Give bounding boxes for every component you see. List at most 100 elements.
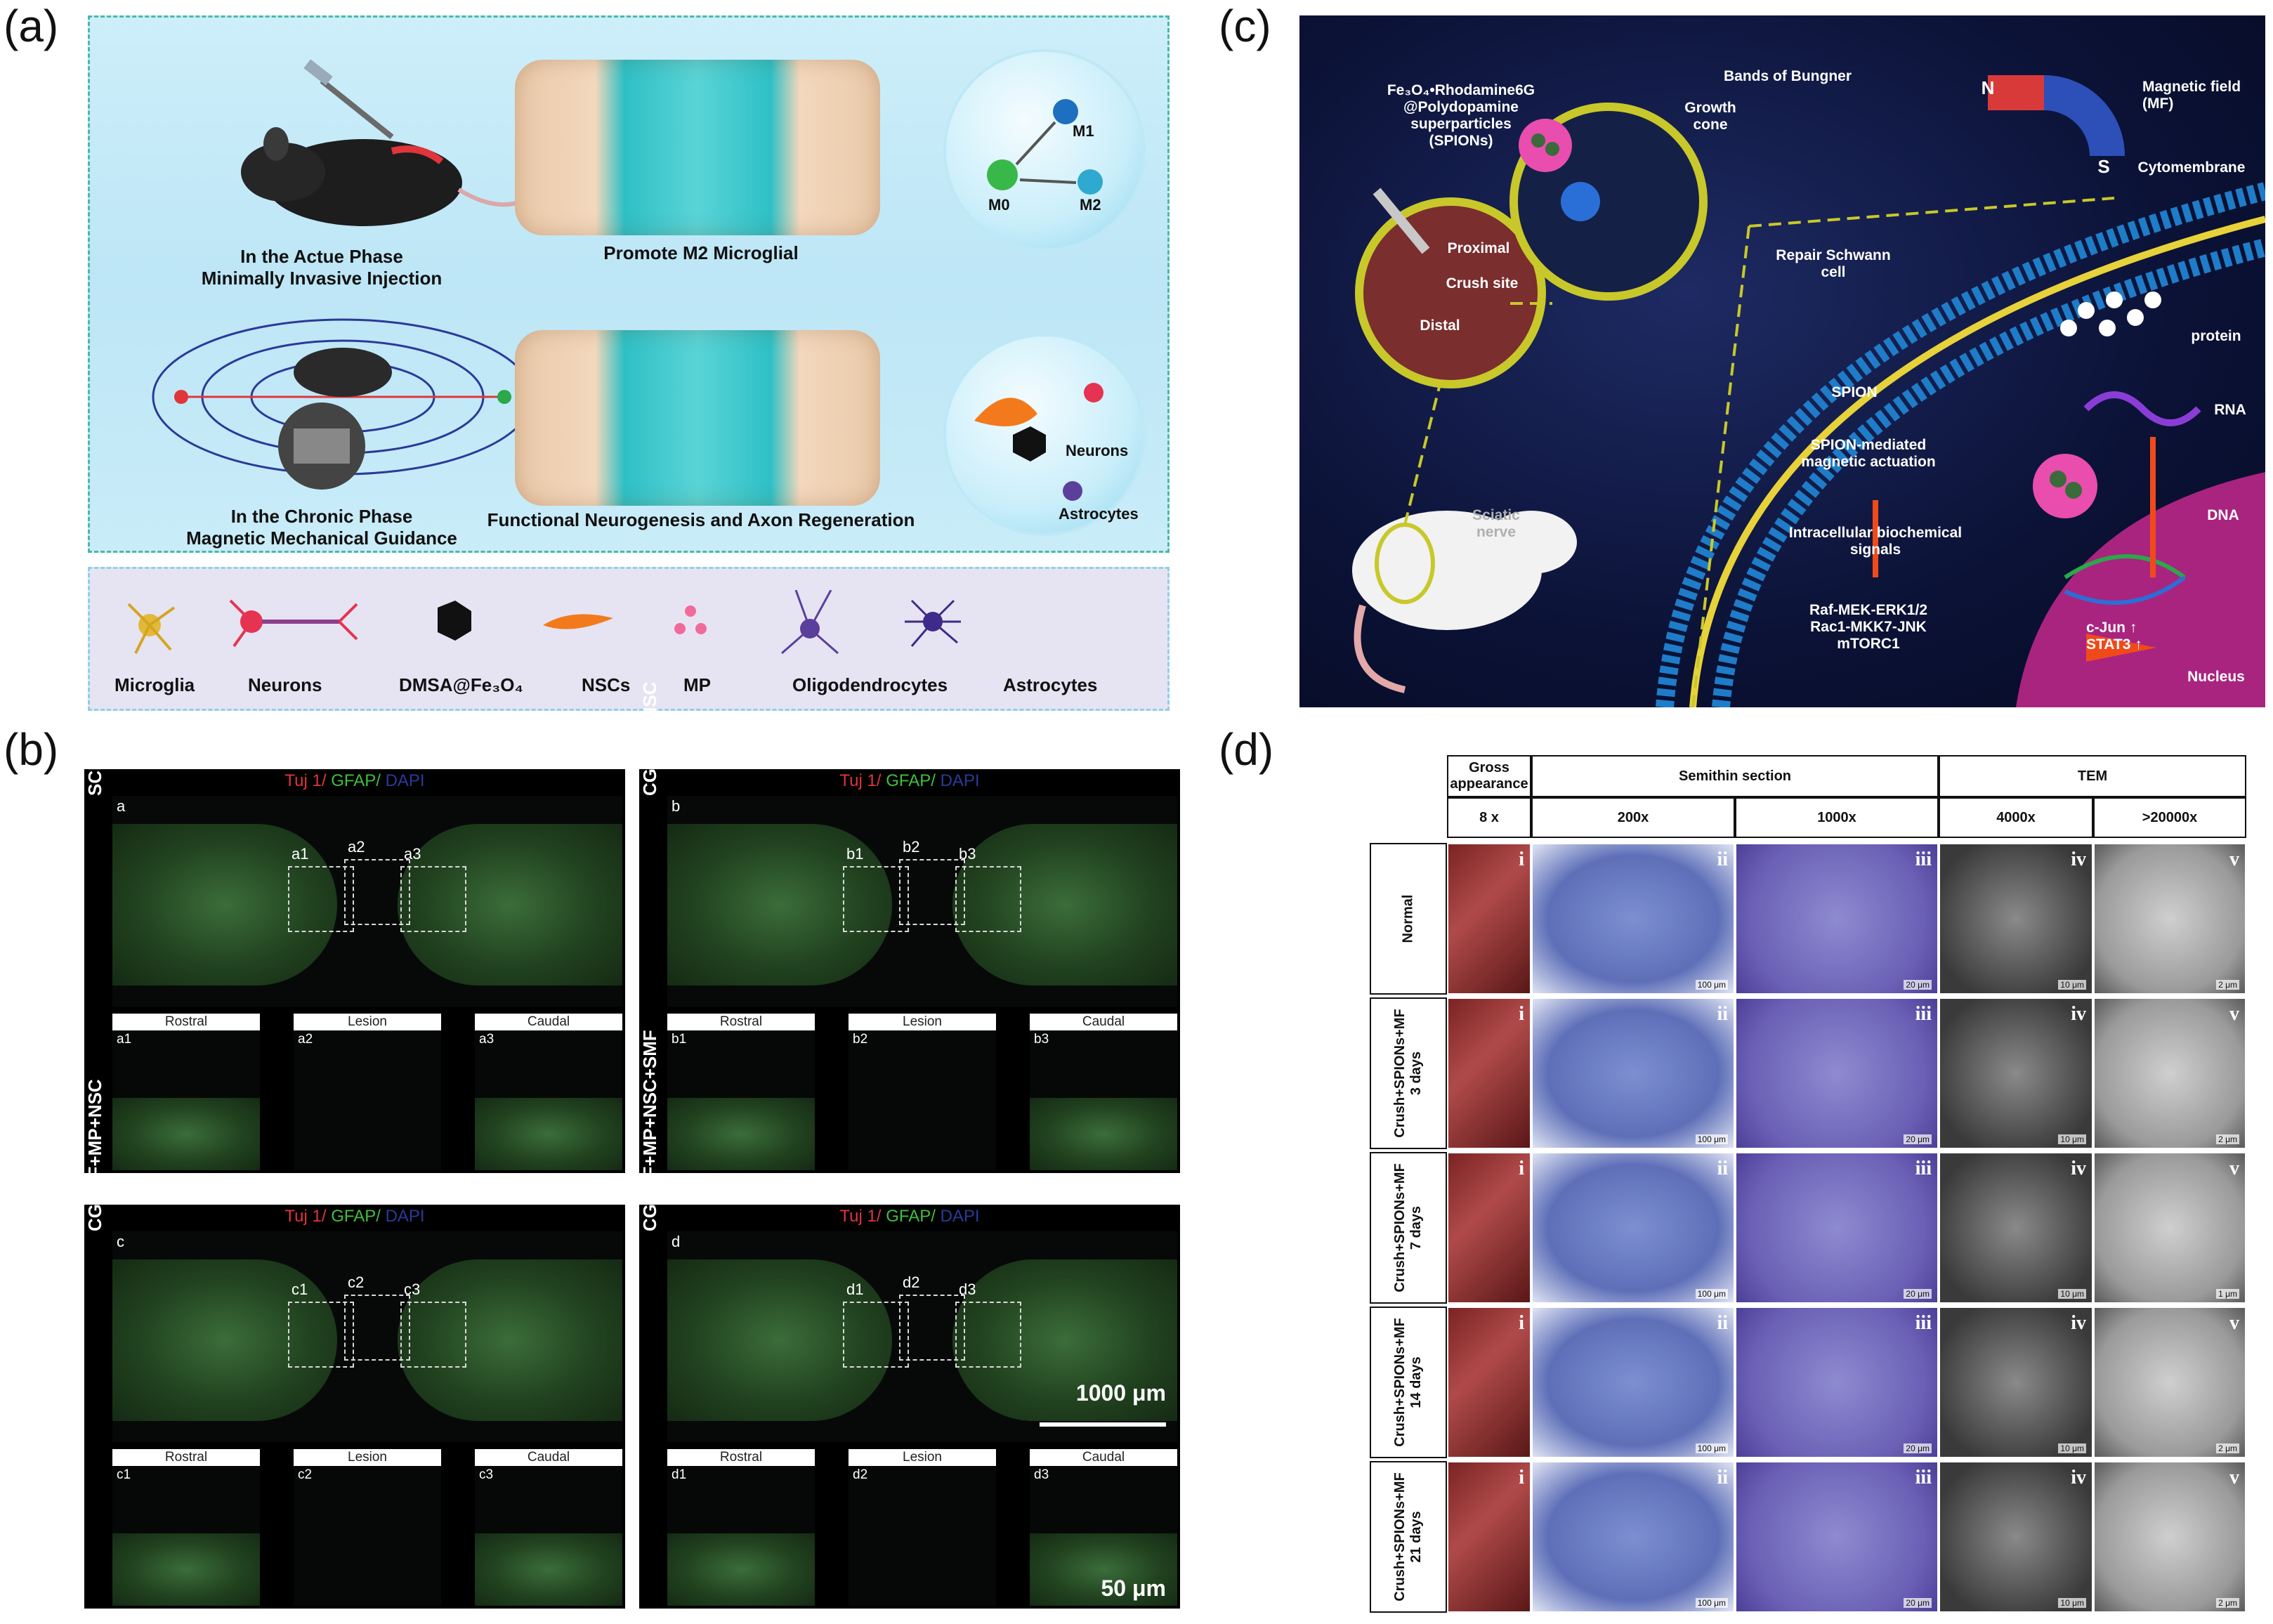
stain-gfap: GFAP/ [326,771,381,790]
tissue-rostral [667,1259,892,1421]
overview-letter: d [672,1233,681,1250]
zoom-panel-caudal: Caudal d3 [1030,1449,1177,1606]
micrograph-image: ii 100 μm [1531,1152,1735,1304]
ihc-panel-a: Tuj 1/ GFAP/ DAPI SCI a a1 a2 a3 Rostral a1 Lesi… [84,766,625,1173]
header-gross-appearance: Gross appearance [1447,755,1531,797]
scale-bar-label: 2 μm [2216,1443,2239,1453]
proximal-label: Proximal [1447,240,1510,256]
stain-tuj1: Tuj 1/ [284,771,327,790]
scale-bar-label: 10 μm [2058,1134,2086,1144]
zoom-panel-id: c2 [298,1467,313,1482]
micrograph-image: iii 20 μm [1735,1461,1939,1613]
oligodendrocyte-icon [781,590,839,655]
m1-label: M1 [1073,122,1094,140]
acute-phase-caption: In the Actue Phase Minimally Invasive In… [201,246,443,289]
zoom-panel-id: d3 [1034,1467,1049,1482]
zoom-region-label: Lesion [849,1014,996,1030]
scale-bar-label: 100 μm [1695,1598,1728,1608]
microglia-polarization-bubble: M1 M0 M2 [943,49,1146,251]
row-label-cell: Normal [1370,843,1447,995]
panel-b: Tuj 1/ GFAP/ DAPI SCI a a1 a2 a3 Rostral a1 Lesi… [84,681,1180,1612]
zoom-box-label: c1 [292,1281,308,1298]
zoom-box [288,1302,354,1368]
image-index-label: i [1519,849,1524,870]
group-side-label: SCI [84,766,108,1173]
header-tem: TEM [1939,755,2246,797]
spinal-cord-overview: c c1 c2 c3 [112,1231,622,1442]
group-name: CGCHF+MP+NSC [84,1079,105,1231]
stain-header: Tuj 1/ GFAP/ DAPI [84,769,625,793]
row-condition-label: Crush+SPIONs+MF 21 days [1392,1472,1424,1602]
row-label-cell: Crush+SPIONs+MF 14 days [1370,1307,1447,1458]
zoom-panel-id: a2 [298,1032,313,1047]
zoom-box [400,1302,466,1368]
micrograph-image: iv 10 μm [1939,843,2093,995]
scaffold-cylinder-acute [515,60,880,235]
zoom-tissue [1030,1098,1177,1170]
image-index-label: ii [1717,1312,1728,1334]
spinal-cord-overview: d d1 d2 d3 [667,1231,1177,1442]
row-condition-label: Crush+SPIONs+MF 14 days [1392,1318,1424,1447]
legend-icons [127,590,961,655]
tissue-caudal [952,1259,1177,1421]
group-name: CGCHF+MP+NSC+SMF [639,1030,660,1231]
scale-bar-large-label: 1000 μm [1075,1380,1166,1406]
zoom-box-label: c2 [348,1273,365,1291]
ihc-panel-d: Tuj 1/ GFAP/ DAPI CGCHF+MP+NSC+SMF d d1 d2 d3… [639,1030,1180,1609]
overview-letter: a [117,797,126,815]
zoom-tissue [667,1098,815,1170]
row-condition-label: Crush+SPIONs+MF 7 days [1392,1163,1424,1292]
tissue-rostral [112,824,337,985]
zoom-panel-id: a1 [117,1032,132,1047]
micrograph-image: i [1447,1461,1531,1613]
micrograph-image: iv 10 μm [1939,1461,2093,1613]
dna-label: DNA [2207,507,2239,523]
scale-bar-label: 10 μm [2058,1598,2086,1608]
legend-astrocytes: Astrocytes [1003,674,1098,695]
distal-label: Distal [1420,317,1460,334]
repair-schwann-label: Repair Schwann cell [1776,247,1891,280]
microglia-icon [127,603,176,654]
zoom-region-label: Lesion [294,1449,441,1466]
stain-dapi: DAPI [935,1207,980,1226]
legend-oligodendrocytes: Oligodendrocytes [792,674,948,695]
scale-bar-label: 20 μm [1904,1598,1932,1608]
cytomembrane-label: Cytomembrane [2137,159,2246,176]
nsc-icon [543,614,613,629]
astrocyte-icon [905,599,961,647]
micrograph-image: v 2 μm [2093,1461,2246,1613]
micrograph-image: v 1 μm [2093,1152,2246,1304]
neuron-astrocyte-bubble: Neurons Astrocytes [943,334,1146,536]
legend-dmsa-fe3o4: DMSA@Fe₃O₄ [399,674,523,695]
zoom-box [843,866,909,932]
tissue-caudal [398,824,622,985]
mouse-injection-illustration [241,59,545,226]
magnet-n-label: N [1981,77,1995,98]
image-index-label: iii [1915,1467,1932,1488]
spinal-cord-overview: b b1 b2 b3 [667,796,1177,1007]
zoom-tissue [112,1098,260,1170]
magnification-header: 1000x [1735,797,1939,838]
spion-label: SPION [1831,384,1878,400]
panel-letter-a: (a) [4,1,59,51]
magnification-header: >20000x [2093,797,2246,838]
stain-dapi: DAPI [380,771,425,790]
overview-letter: c [117,1233,124,1250]
scale-bar-label: 10 μm [2058,1289,2086,1299]
protein-label: protein [2191,328,2241,344]
zoom-panel-id: a3 [479,1032,494,1047]
overview-letter: b [672,797,681,815]
micrograph-image: ii 100 μm [1531,997,1735,1149]
row-condition-label: Normal [1400,894,1416,943]
micrograph-image: i [1447,843,1531,995]
panel-c: Fe₃O₄•Rhodamine6G @Polydopamine superpar… [1299,15,2265,707]
zoom-tissue [1030,1533,1177,1606]
stain-gfap: GFAP/ [881,1207,936,1226]
sciatic-nerve-label: Sciatic nerve [1472,507,1520,540]
header-semithin-section: Semithin section [1531,755,1939,797]
magnification-header: 200x [1531,797,1735,838]
panel-letter-c: (c) [1219,1,1271,51]
scale-bar-label: 2 μm [2216,1134,2239,1144]
zoom-region-label: Caudal [475,1014,622,1030]
micrograph-image: i [1447,1152,1531,1304]
